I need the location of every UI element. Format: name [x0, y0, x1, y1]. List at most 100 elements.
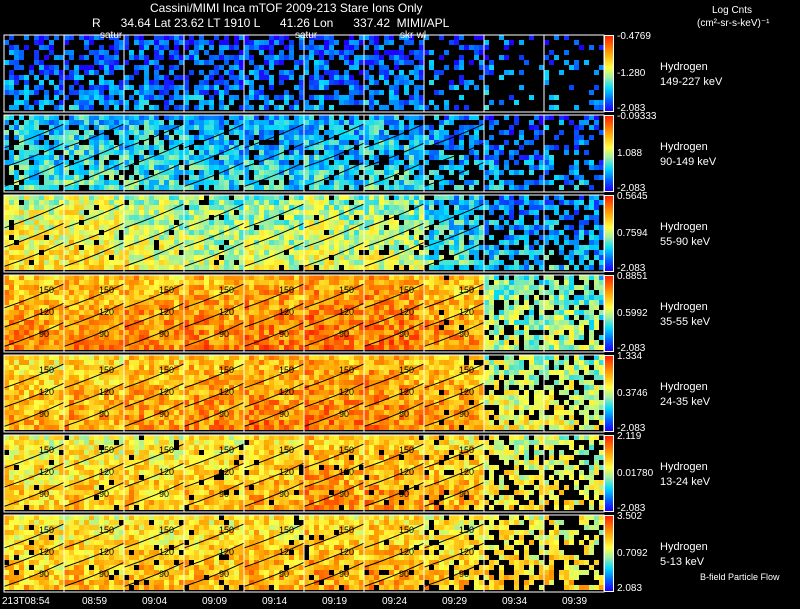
- pixel: [89, 260, 94, 265]
- pixel: [109, 65, 114, 70]
- pixel: [114, 50, 119, 55]
- pixel: [279, 295, 284, 300]
- pixel: [394, 135, 399, 140]
- pixel: [454, 240, 459, 245]
- pixel: [94, 35, 99, 40]
- pixel: [244, 250, 249, 255]
- pixel: [289, 305, 294, 310]
- pixel: [204, 185, 209, 190]
- pixel: [334, 230, 339, 235]
- pixel: [379, 230, 384, 235]
- pixel: [494, 200, 499, 205]
- pixel: [129, 305, 134, 310]
- pixel: [49, 215, 54, 220]
- pixel: [374, 115, 379, 120]
- pixel: [229, 205, 234, 210]
- pixel: [234, 60, 239, 65]
- pixel: [129, 50, 134, 55]
- pixel: [249, 235, 254, 240]
- pixel: [454, 255, 459, 260]
- pixel: [84, 280, 89, 285]
- pixel: [124, 35, 129, 40]
- pixel: [159, 165, 164, 170]
- pixel: [214, 85, 219, 90]
- pixel: [409, 150, 414, 155]
- pixel: [29, 90, 34, 95]
- pixel: [214, 35, 219, 40]
- pixel: [544, 225, 549, 230]
- pixel: [174, 340, 179, 345]
- pixel: [279, 55, 284, 60]
- pixel: [419, 240, 424, 245]
- pixel: [9, 160, 14, 165]
- pixel: [194, 125, 199, 130]
- pixel: [354, 40, 359, 45]
- panel-r0-c3: [183, 34, 245, 113]
- pixel: [129, 145, 134, 150]
- pixel: [229, 305, 234, 310]
- pixel: [69, 300, 74, 305]
- pixel: [89, 290, 94, 295]
- pixel: [274, 275, 279, 280]
- pixel: [139, 345, 144, 350]
- pixel: [109, 80, 114, 85]
- pixel: [139, 325, 144, 330]
- pixel: [84, 215, 89, 220]
- pixel: [199, 300, 204, 305]
- pixel: [404, 175, 409, 180]
- pixel: [489, 255, 494, 260]
- pixel: [209, 60, 214, 65]
- pixel: [264, 120, 269, 125]
- pixel: [49, 330, 54, 335]
- pixel: [329, 40, 334, 45]
- pixel: [389, 205, 394, 210]
- pixel: [324, 210, 329, 215]
- pixel: [349, 315, 354, 320]
- pixel: [194, 90, 199, 95]
- pixel: [579, 245, 584, 250]
- pixel: [164, 340, 169, 345]
- pixel: [129, 75, 134, 80]
- pixel: [164, 275, 169, 280]
- pitch-contour: [363, 203, 425, 229]
- pixel: [224, 245, 229, 250]
- pixel: [339, 285, 344, 290]
- pixel: [589, 185, 594, 190]
- pixel: [139, 260, 144, 265]
- pixel: [199, 275, 204, 280]
- pixel: [384, 130, 389, 135]
- pixel: [24, 170, 29, 175]
- pixel: [289, 150, 294, 155]
- pixel: [594, 85, 599, 90]
- pixel: [384, 40, 389, 45]
- pixel: [214, 290, 219, 295]
- pixel: [329, 330, 334, 335]
- pixel: [34, 280, 39, 285]
- pixel: [119, 125, 124, 130]
- pixel: [344, 175, 349, 180]
- pixel: [164, 75, 169, 80]
- pixel: [19, 330, 24, 335]
- pixel: [54, 340, 59, 345]
- pixel: [254, 255, 259, 260]
- pitch-contour: [3, 283, 65, 309]
- pixel: [349, 35, 354, 40]
- pixel: [204, 340, 209, 345]
- pixel: [219, 175, 224, 180]
- pixel: [99, 345, 104, 350]
- pixel: [49, 165, 54, 170]
- pixel: [134, 145, 139, 150]
- pixel: [519, 265, 524, 270]
- pixel: [424, 205, 429, 210]
- pixel: [259, 300, 264, 305]
- pixel: [359, 180, 364, 185]
- pixel: [319, 260, 324, 265]
- pixel: [284, 280, 289, 285]
- pixel: [29, 210, 34, 215]
- pixel: [499, 205, 504, 210]
- pixel: [169, 115, 174, 120]
- pixel: [149, 320, 154, 325]
- pixel: [319, 155, 324, 160]
- pixel: [264, 60, 269, 65]
